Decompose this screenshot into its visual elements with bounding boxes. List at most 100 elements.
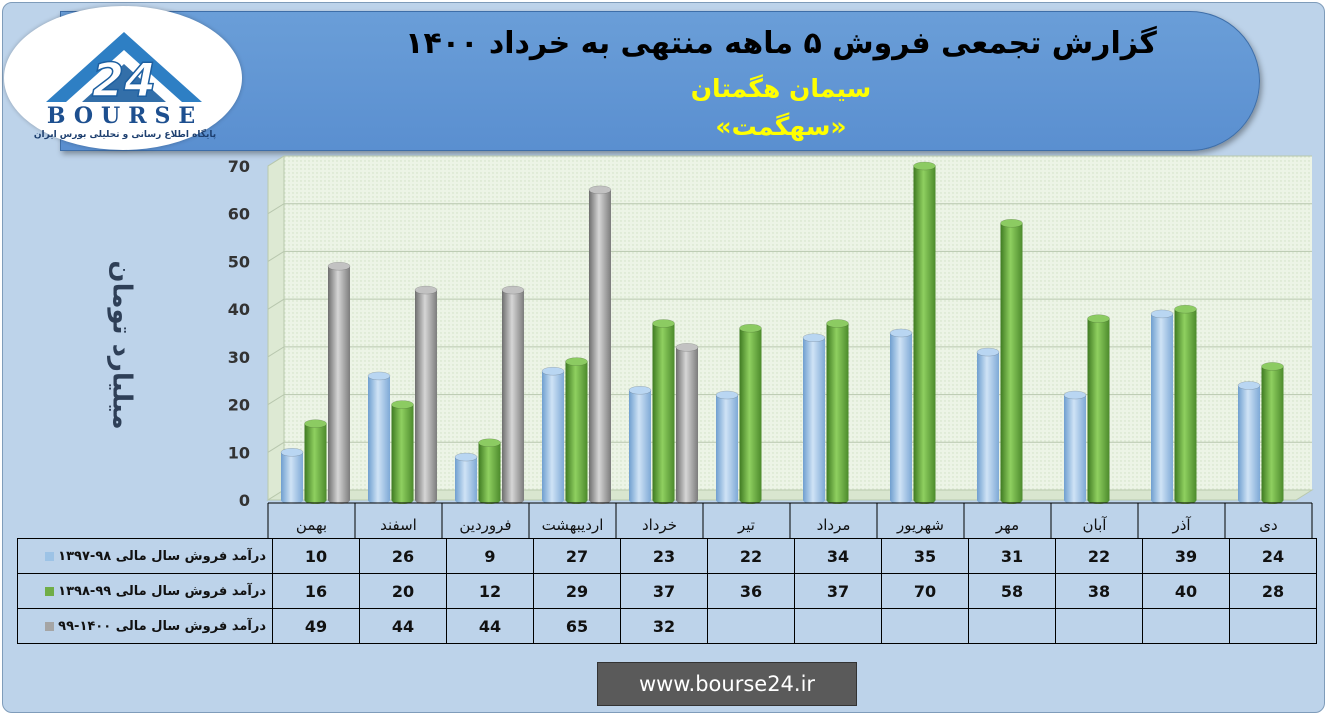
table-cell bbox=[794, 608, 882, 644]
bar-1 bbox=[913, 166, 936, 500]
bar-base-1 bbox=[1000, 496, 1023, 504]
table-cell: 58 bbox=[968, 573, 1056, 609]
bar-base-2 bbox=[415, 496, 437, 504]
table-cell: 9 bbox=[446, 538, 534, 574]
x-category-label: مهر bbox=[995, 516, 1019, 534]
table-cell bbox=[1229, 608, 1317, 644]
bar-1 bbox=[1174, 309, 1197, 500]
bar-top-0 bbox=[802, 333, 826, 343]
table-cell: 36 bbox=[707, 573, 795, 609]
table-cell bbox=[968, 608, 1056, 644]
bar-top-0 bbox=[715, 390, 739, 400]
bar-top-0 bbox=[280, 448, 304, 457]
bar-0 bbox=[890, 333, 912, 500]
table-cell: 28 bbox=[1229, 573, 1317, 609]
x-category-label: آبان bbox=[1083, 516, 1108, 534]
table-cell: 34 bbox=[794, 538, 882, 574]
bar-0 bbox=[1064, 395, 1086, 500]
bar-2 bbox=[676, 347, 698, 500]
bar-1 bbox=[478, 442, 501, 500]
legend-label: درآمد فروش سال مالی ۱۴۰۰-۹۹ bbox=[58, 618, 266, 634]
bar-top-0 bbox=[454, 452, 478, 462]
bar-2 bbox=[328, 266, 350, 500]
bar-0 bbox=[629, 390, 651, 500]
table-row: درآمد فروش سال مالی ۹۸-۱۳۹۷ 10 26 9 27 23 22 34… bbox=[17, 538, 1317, 574]
bar-top-1 bbox=[1087, 314, 1110, 323]
logo-tagline: پایگاه اطلاع رسانی و تحلیلی بورس ایران bbox=[33, 130, 217, 140]
gridline bbox=[267, 155, 1312, 167]
bar-base-0 bbox=[629, 496, 651, 504]
legend-swatch-icon bbox=[45, 621, 55, 631]
table-cell: 12 bbox=[446, 573, 534, 609]
bar-top-1 bbox=[739, 323, 762, 333]
bar-base-1 bbox=[478, 496, 501, 504]
gridline bbox=[267, 203, 1312, 215]
bar-top-1 bbox=[304, 419, 327, 428]
bar-base-2 bbox=[502, 496, 524, 504]
bar-0 bbox=[716, 395, 738, 500]
table-cell bbox=[1142, 608, 1230, 644]
gridline bbox=[267, 298, 1312, 310]
table-cell: 26 bbox=[359, 538, 447, 574]
table-cell: 37 bbox=[794, 573, 882, 609]
bar-1 bbox=[391, 404, 414, 500]
bar-base-1 bbox=[913, 496, 936, 504]
table-cell: 23 bbox=[620, 538, 708, 574]
y-tick-label: 40 bbox=[228, 300, 250, 319]
bar-chart: 0 10 20 30 40 50 60 70 بهمن اسفند فروردین اردیبهشت خ… bbox=[228, 155, 1314, 538]
x-category-label: دی bbox=[1259, 516, 1277, 534]
bar-top-1 bbox=[565, 357, 588, 366]
plot-side-wall bbox=[267, 155, 285, 501]
table-row: درآمد فروش سال مالی ۹۹-۱۳۹۸ 16 20 12 29 37 36 3… bbox=[17, 573, 1317, 609]
bourse24-logo: 24 BOURSE پایگاه اطلاع رسانی و تحلیلی بو… bbox=[4, 6, 242, 150]
bar-base-2 bbox=[328, 496, 350, 504]
bar-base-0 bbox=[890, 496, 912, 504]
bar-0 bbox=[281, 452, 303, 500]
bar-base-1 bbox=[739, 496, 762, 504]
gridline bbox=[267, 394, 1312, 405]
y-tick-label: 60 bbox=[228, 205, 250, 224]
bar-1 bbox=[565, 361, 588, 500]
plot-back-wall bbox=[268, 156, 1312, 500]
bar-1 bbox=[826, 323, 849, 500]
table-cell: 22 bbox=[1055, 538, 1143, 574]
table-cell: 38 bbox=[1055, 573, 1143, 609]
x-category-label: اردیبهشت bbox=[542, 516, 604, 534]
bar-1 bbox=[1000, 223, 1023, 500]
bar-base-0 bbox=[1064, 496, 1086, 504]
bar-top-2 bbox=[414, 285, 438, 295]
legend-label: درآمد فروش سال مالی ۹۸-۱۳۹۷ bbox=[58, 548, 266, 564]
bar-0 bbox=[368, 375, 390, 500]
bar-base-0 bbox=[368, 496, 390, 504]
bar-top-2 bbox=[327, 261, 351, 271]
legend-swatch-icon bbox=[45, 586, 55, 596]
bar-base-0 bbox=[542, 496, 564, 504]
bar-top-0 bbox=[367, 371, 391, 381]
bar-top-1 bbox=[913, 161, 936, 171]
bar-top-2 bbox=[588, 185, 612, 195]
table-cell: 35 bbox=[881, 538, 969, 574]
table-cell bbox=[1055, 608, 1143, 644]
bar-base-1 bbox=[565, 496, 588, 504]
logo-mark-icon: 24 bbox=[46, 32, 202, 106]
y-tick-label: 30 bbox=[228, 348, 250, 367]
bar-base-1 bbox=[1174, 496, 1197, 504]
legend-cell: درآمد فروش سال مالی ۱۴۰۰-۹۹ bbox=[17, 608, 273, 644]
bar-1 bbox=[739, 328, 762, 500]
x-category-label: فروردین bbox=[459, 516, 511, 534]
y-tick-label: 0 bbox=[239, 491, 250, 510]
bar-base-1 bbox=[1087, 496, 1110, 504]
table-cell: 10 bbox=[272, 538, 360, 574]
company-symbol: «سهگمت» bbox=[715, 112, 847, 141]
table-cell: 65 bbox=[533, 608, 621, 644]
bar-top-0 bbox=[1063, 390, 1087, 400]
website-url[interactable]: www.bourse24.ir bbox=[597, 662, 857, 706]
bar-top-1 bbox=[826, 319, 849, 328]
bar-2 bbox=[589, 189, 611, 500]
legend-cell: درآمد فروش سال مالی ۹۹-۱۳۹۸ bbox=[17, 573, 273, 609]
bar-top-0 bbox=[628, 386, 652, 395]
bar-top-0 bbox=[541, 366, 565, 376]
bar-top-1 bbox=[391, 400, 414, 409]
bar-base-1 bbox=[1261, 496, 1284, 504]
table-cell: 40 bbox=[1142, 573, 1230, 609]
